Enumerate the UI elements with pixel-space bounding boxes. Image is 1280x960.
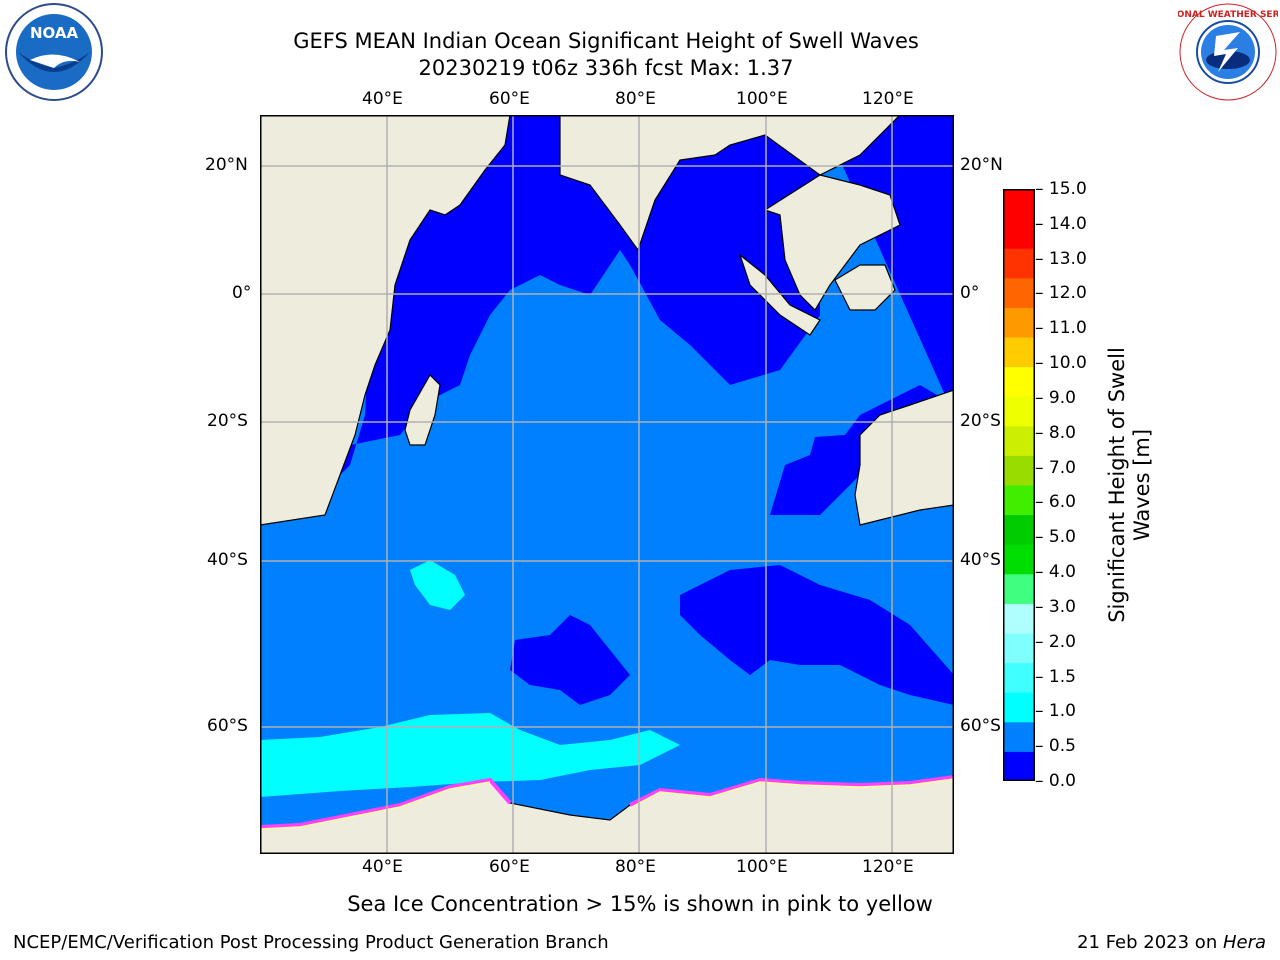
sea-ice-edge-antarctic <box>260 775 954 829</box>
southern-cyan-swell-patch <box>410 560 465 610</box>
southern-patch-low-swell-2 <box>680 565 954 705</box>
colorbar-tick-label: – 3.0 <box>1035 596 1076 617</box>
lat-tick-left-20n: 20°N <box>205 155 248 175</box>
lat-tick-left-40s: 40°S <box>207 550 248 570</box>
lon-tick-bottom-80e: 80°E <box>615 857 656 877</box>
footer-branch: NCEP/EMC/Verification Post Processing Pr… <box>13 932 609 953</box>
colorbar-segment <box>1003 218 1035 249</box>
colorbar-segment <box>1003 189 1035 220</box>
map-subtitle: 20230219 t06z 336h fcst Max: 1.37 <box>418 56 794 80</box>
lat-tick-right-40s: 40°S <box>960 550 1001 570</box>
colorbar-tick-label: – 0.5 <box>1035 736 1076 757</box>
colorbar-tick-label: – 9.0 <box>1035 387 1076 408</box>
sea-ice-edge-inner <box>260 778 954 830</box>
lon-tick-top-60e: 60°E <box>489 89 530 109</box>
lat-tick-right-60s: 60°S <box>960 716 1001 736</box>
colorbar-segment <box>1003 514 1035 545</box>
colorbar-label-line2: Waves [m] <box>1130 428 1154 542</box>
colorbar-tick-label: – 7.0 <box>1035 457 1076 478</box>
colorbar-segment <box>1003 721 1035 752</box>
colorbar-tick-labels: – 15.0 – 14.0 – 13.0 – 12.0 – 11.0 – 10.0 – 9.… <box>1035 179 1095 791</box>
colorbar-label: Significant Height of Swell Waves [m] <box>1105 347 1155 623</box>
footer-machine: Hera <box>1222 932 1266 953</box>
colorbar-segment <box>1003 248 1035 279</box>
colorbar-tick-label: – 4.0 <box>1035 562 1076 583</box>
nws-logo: NATIONAL WEATHER SERVICE <box>1178 3 1278 101</box>
colorbar-tick-label: – 15.0 <box>1035 179 1087 199</box>
map-border <box>260 115 954 854</box>
colorbar-segment <box>1003 396 1035 427</box>
colorbar-tick-label: – 0.0 <box>1035 771 1076 791</box>
colorbar-segment <box>1003 425 1035 456</box>
australia-land <box>854 389 954 526</box>
colorbar-tick-label: – 6.0 <box>1035 492 1076 513</box>
colorbar-segment <box>1003 485 1035 516</box>
indochina-land <box>763 174 901 311</box>
lat-tick-right-20n: 20°N <box>960 155 1003 175</box>
lon-tick-bottom-100e: 100°E <box>736 857 788 877</box>
colorbar-tick-label: – 13.0 <box>1035 248 1087 269</box>
lon-tick-top-80e: 80°E <box>615 89 656 109</box>
lon-tick-bottom-40e: 40°E <box>362 857 403 877</box>
nws-logo-text: NATIONAL WEATHER SERVICE <box>1178 10 1278 20</box>
lon-tick-top-100e: 100°E <box>736 89 788 109</box>
lat-tick-right-0: 0° <box>960 283 980 303</box>
footer-date: 21 Feb 2023 on Hera <box>1077 932 1266 953</box>
colorbar-segments <box>1003 189 1035 781</box>
colorbar-tick-label: – 12.0 <box>1035 283 1087 304</box>
lon-tick-top-40e: 40°E <box>362 89 403 109</box>
colorbar-segment <box>1003 277 1035 308</box>
noaa-logo-text: NOAA <box>30 24 79 42</box>
map-gridlines <box>260 115 954 854</box>
colorbar-segment <box>1003 455 1035 486</box>
colorbar-segment <box>1003 573 1035 604</box>
lon-tick-bottom-120e: 120°E <box>862 857 914 877</box>
colorbar <box>1003 189 1035 781</box>
colorbar-tick-label: – 8.0 <box>1035 422 1076 443</box>
arabian-sea-bay-low-swell <box>300 115 820 515</box>
colorbar-segment <box>1003 692 1035 723</box>
lon-tick-top-120e: 120°E <box>862 89 914 109</box>
colorbar-segment <box>1003 337 1035 368</box>
lat-tick-left-60s: 60°S <box>207 716 248 736</box>
footer-date-text: 21 Feb 2023 on <box>1077 932 1223 953</box>
southern-patch-low-swell-1 <box>510 615 630 705</box>
colorbar-label-line1: Significant Height of Swell <box>1105 347 1129 623</box>
lat-tick-right-20s: 20°S <box>960 411 1001 431</box>
colorbar-segment <box>1003 544 1035 575</box>
sumatra-land <box>738 253 821 336</box>
colorbar-tick-label: – 11.0 <box>1035 318 1087 339</box>
lat-tick-left-20s: 20°S <box>207 411 248 431</box>
colorbar-segment <box>1003 366 1035 397</box>
colorbar-segment <box>1003 307 1035 338</box>
colorbar-segment <box>1003 633 1035 664</box>
lon-tick-bottom-60e: 60°E <box>489 857 530 877</box>
colorbar-tick-label: – 1.5 <box>1035 666 1076 687</box>
southern-cyan-swell-band <box>260 713 680 797</box>
borneo-land <box>834 264 896 311</box>
colorbar-segment <box>1003 662 1035 693</box>
map-frame <box>260 115 954 854</box>
colorbar-tick-label: – 1.0 <box>1035 701 1076 722</box>
lat-tick-left-0: 0° <box>232 283 252 303</box>
colorbar-tick-label: – 2.0 <box>1035 631 1076 652</box>
madagascar-land <box>404 374 441 446</box>
sea-ice-note: Sea Ice Concentration > 15% is shown in … <box>347 892 933 916</box>
colorbar-border <box>1003 189 1035 781</box>
colorbar-tick-label: – 10.0 <box>1035 353 1087 374</box>
colorbar-tick-label: – 14.0 <box>1035 213 1087 234</box>
colorbar-segment <box>1003 751 1035 781</box>
map-title: GEFS MEAN Indian Ocean Significant Heigh… <box>293 29 919 53</box>
colorbar-tick-label: – 5.0 <box>1035 527 1076 548</box>
india-land <box>559 115 901 252</box>
noaa-logo: NOAA <box>5 3 103 101</box>
colorbar-segment <box>1003 603 1035 634</box>
